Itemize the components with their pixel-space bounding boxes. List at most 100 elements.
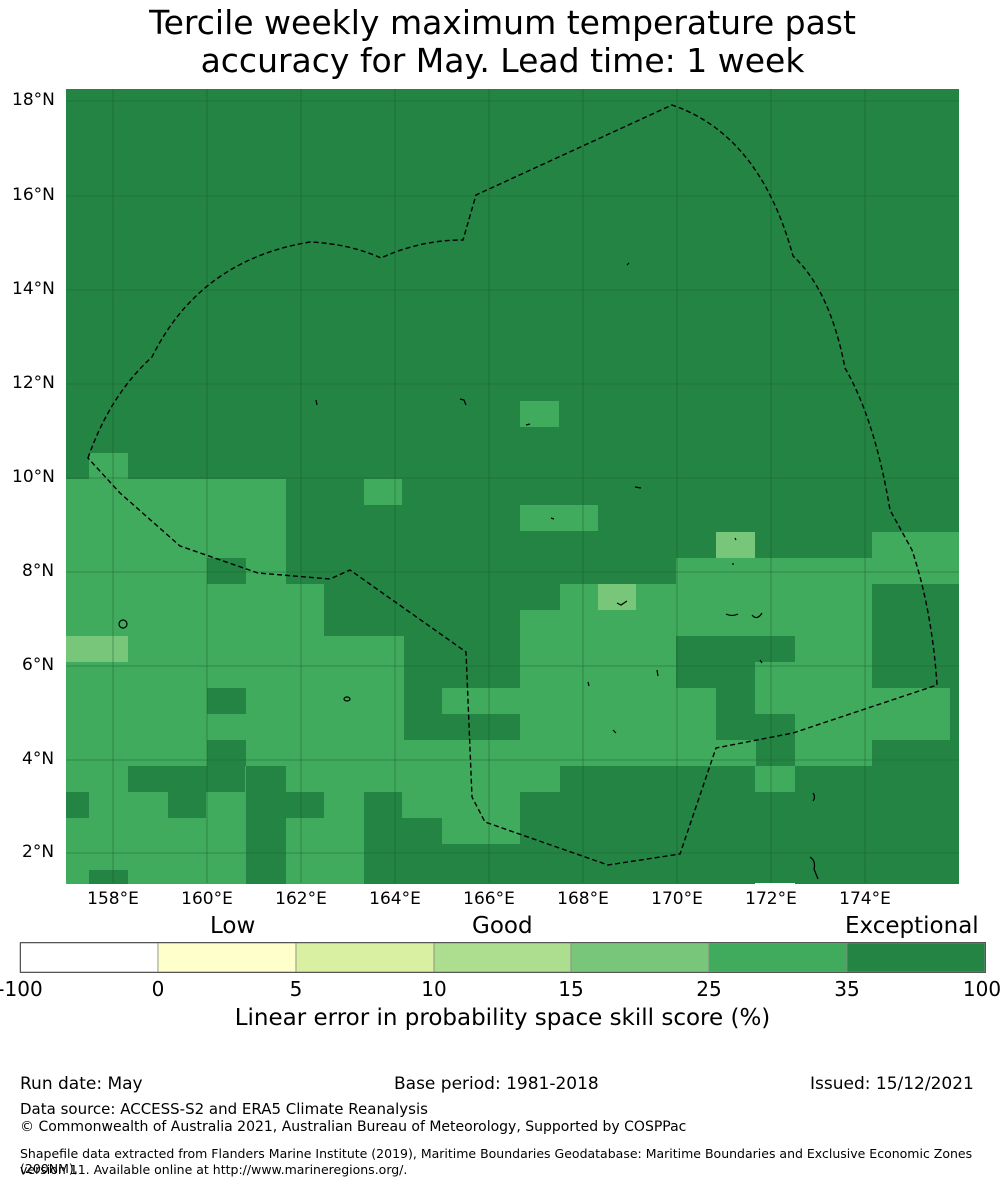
skill-region (207, 740, 246, 766)
colorbar-segment (846, 942, 986, 973)
colorbar-tick-minus100: -100 (0, 977, 43, 1001)
skill-region (676, 766, 755, 884)
lon-label-168e: 168°E (557, 889, 609, 909)
skill-region (520, 792, 560, 884)
island (118, 619, 128, 629)
colorbar-tick-100: 100 (962, 977, 1002, 1001)
map-title-line-2: accuracy for May. Lead time: 1 week (200, 41, 805, 80)
skill-region (442, 844, 520, 884)
island (616, 600, 628, 606)
skill-region (716, 740, 756, 766)
shapefile-credit-line-2: version 11. Available online at http://w… (20, 1162, 408, 1177)
skill-region (246, 792, 286, 884)
islands (118, 262, 819, 880)
skill-region (207, 688, 246, 714)
skill-region (520, 505, 598, 531)
skill-region (442, 714, 520, 740)
colorbar-tick-35: 35 (834, 977, 860, 1001)
skill-region (598, 584, 636, 610)
skill-region (481, 636, 520, 688)
skill-region (716, 714, 795, 740)
colorbar-segment (295, 942, 435, 973)
lat-label-6n: 6°N (22, 655, 55, 675)
lon-label-170e: 170°E (651, 889, 703, 909)
colorbar-segment (19, 942, 159, 973)
colorbar-tick-25: 25 (696, 977, 722, 1001)
skill-region (755, 688, 795, 714)
run-date: Run date: May (20, 1074, 143, 1094)
island (343, 696, 351, 702)
base-period: Base period: 1981-2018 (394, 1074, 599, 1094)
colorbar-tick-15: 15 (558, 977, 584, 1001)
island (725, 612, 763, 619)
eez-boundary (87, 104, 938, 866)
lon-label-164e: 164°E (369, 889, 421, 909)
colorbar-category-low: Low (210, 913, 256, 939)
skill-region (402, 818, 442, 884)
skill-region (835, 688, 950, 740)
skill-region (286, 584, 324, 884)
colorbar-axis-label: Linear error in probability space skill … (234, 1005, 771, 1031)
lat-label-12n: 12°N (12, 373, 55, 393)
shapefile-credit-line-1: Shapefile data extracted from Flanders M… (20, 1146, 973, 1176)
skill-cells (66, 401, 959, 884)
skill-region (66, 636, 128, 662)
skill-region (520, 401, 559, 427)
skill-region (520, 766, 560, 792)
skill-region (89, 453, 128, 479)
lon-label-174e: 174°E (839, 889, 891, 909)
colorbar-segments (19, 942, 986, 973)
colorbar-segment (157, 942, 297, 973)
skill-region (950, 688, 959, 740)
skill-region (676, 636, 755, 688)
lat-label-2n: 2°N (22, 842, 55, 862)
lat-label-18n: 18°N (12, 90, 55, 110)
skill-region (676, 688, 716, 766)
skill-map (66, 89, 959, 884)
island (315, 262, 630, 406)
skill-region (404, 662, 442, 740)
colorbar-segment (570, 942, 710, 973)
copyright: © Commonwealth of Australia 2021, Austra… (20, 1119, 687, 1135)
lat-label-16n: 16°N (12, 185, 55, 205)
map-title-line-1: Tercile weekly maximum temperature past (149, 3, 856, 42)
skill-region (755, 636, 795, 662)
colorbar-tick-5: 5 (289, 977, 303, 1001)
colorbar-segment (433, 942, 572, 973)
skill-region (716, 532, 755, 558)
skill-region (89, 818, 245, 870)
island (587, 669, 659, 734)
lon-label-160e: 160°E (181, 889, 233, 909)
lat-label-4n: 4°N (22, 749, 55, 769)
colorbar-tick-0: 0 (151, 977, 165, 1001)
skill-region (89, 870, 128, 884)
lat-label-14n: 14°N (12, 279, 55, 299)
colorbar-category-good: Good (472, 913, 533, 939)
skill-region (835, 740, 872, 766)
skill-region (872, 740, 959, 884)
data-source: Data source: ACCESS-S2 and ERA5 Climate … (20, 1100, 428, 1118)
issued-date: Issued: 15/12/2021 (810, 1074, 974, 1094)
colorbar-category-exceptional: Exceptional (845, 913, 979, 939)
lat-label-8n: 8°N (22, 561, 55, 581)
skill-region (66, 792, 89, 818)
island (809, 792, 819, 880)
skill-region (912, 636, 959, 686)
skill-region (795, 688, 835, 766)
lon-label-166e: 166°E (463, 889, 515, 909)
colorbar-tick-10: 10 (421, 977, 447, 1001)
lon-label-172e: 172°E (745, 889, 797, 909)
colorbar (19, 942, 986, 973)
skill-region (755, 766, 795, 792)
lat-label-10n: 10°N (12, 467, 55, 487)
skill-region (872, 532, 959, 558)
skill-region (364, 792, 402, 884)
lon-label-162e: 162°E (275, 889, 327, 909)
skill-region (168, 792, 206, 818)
graticule (66, 89, 959, 883)
skill-region (128, 766, 245, 792)
skill-region (364, 479, 402, 505)
colorbar-segment (708, 942, 848, 973)
skill-region (795, 766, 872, 884)
skill-region (872, 584, 959, 636)
